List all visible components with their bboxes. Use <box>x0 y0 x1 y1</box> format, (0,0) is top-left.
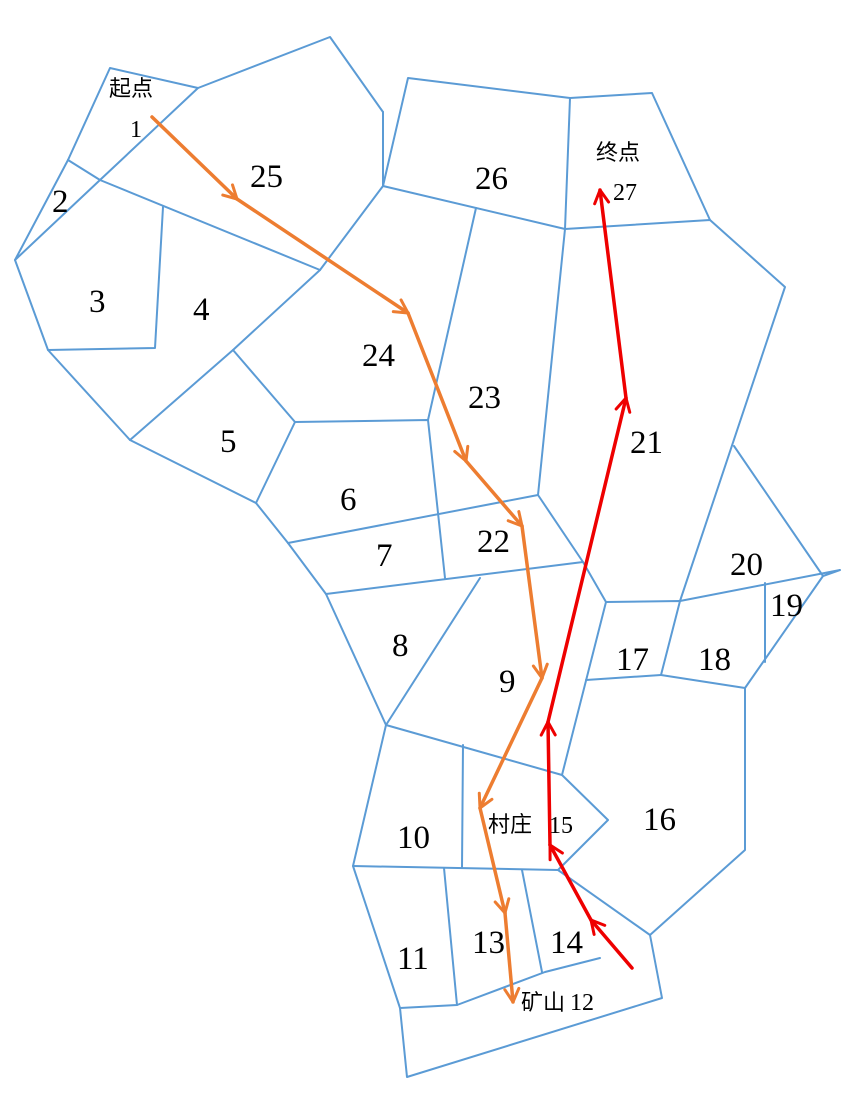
region-label-25: 25 <box>250 159 283 195</box>
region-label-17: 17 <box>616 642 649 678</box>
region-label-9: 9 <box>499 664 516 700</box>
region-label-12: 12 <box>570 990 594 1016</box>
region-label-22: 22 <box>477 524 510 560</box>
village-label: 村庄 <box>488 813 532 838</box>
region-label-26: 26 <box>475 161 508 197</box>
red-route-arrow <box>593 188 628 400</box>
region-label-18: 18 <box>698 642 731 678</box>
region-label-7: 7 <box>376 538 393 574</box>
region-label-24: 24 <box>362 338 395 374</box>
region-label-6: 6 <box>340 482 357 518</box>
boundary-line <box>557 601 609 871</box>
region-label-23: 23 <box>468 380 501 416</box>
region-label-11: 11 <box>397 941 429 977</box>
boundary-line <box>382 185 786 602</box>
orange-route-arrow <box>503 911 521 1004</box>
orange-route <box>150 115 549 1004</box>
boundary-line <box>14 179 101 261</box>
region-label-27: 27 <box>613 180 637 206</box>
orange-route-arrow <box>477 676 544 810</box>
red-route-arrow <box>548 843 593 922</box>
boundary-line <box>585 674 662 681</box>
boundary-line <box>352 865 559 871</box>
boundary-line <box>382 77 571 230</box>
end-label: 终点 <box>596 141 640 166</box>
start-label: 起点 <box>109 77 153 102</box>
boundary-line <box>14 159 164 351</box>
region-boundaries <box>14 36 841 1078</box>
mine-label: 矿山 <box>521 991 565 1016</box>
boundary-line <box>99 87 199 181</box>
map-labels: 起点 1 2 3 4 5 6 7 8 9 10 11 矿山 12 13 14 村… <box>52 77 803 1016</box>
region-label-10: 10 <box>397 820 430 856</box>
orange-route-arrow <box>406 311 470 463</box>
region-label-15: 15 <box>549 813 573 839</box>
region-label-1: 1 <box>130 117 142 143</box>
region-label-8: 8 <box>392 628 409 664</box>
orange-route-arrow <box>464 459 524 528</box>
boundary-line <box>399 867 458 1009</box>
orange-route-arrow <box>520 524 549 680</box>
boundary-line <box>385 577 481 726</box>
boundary-line <box>521 869 543 973</box>
boundary-line <box>649 687 746 936</box>
red-route-arrow <box>546 396 632 724</box>
region-label-16: 16 <box>643 802 676 838</box>
boundary-line <box>67 159 321 271</box>
orange-route-arrow <box>235 197 410 315</box>
orange-route-arrow <box>150 115 239 201</box>
region-label-13: 13 <box>472 925 505 961</box>
region-label-19: 19 <box>770 588 803 624</box>
red-route-arrow <box>539 720 557 847</box>
region-label-21: 21 <box>630 425 663 461</box>
boundary-line <box>537 228 566 496</box>
boundary-line <box>255 502 387 726</box>
boundary-line <box>232 185 384 351</box>
region-label-14: 14 <box>550 925 583 961</box>
boundary-line <box>129 419 446 579</box>
boundary-line <box>47 349 296 441</box>
region-label-20: 20 <box>730 547 763 583</box>
region-label-2: 2 <box>52 184 69 220</box>
boundary-line <box>385 724 563 776</box>
boundary-line <box>287 494 584 595</box>
region-label-4: 4 <box>193 292 210 328</box>
red-route-arrow <box>589 918 634 970</box>
boundary-line <box>679 569 841 602</box>
red-route <box>539 188 634 970</box>
boundary-line <box>461 744 464 869</box>
region-label-3: 3 <box>89 284 106 320</box>
region-label-5: 5 <box>220 424 237 460</box>
boundary-line <box>456 957 601 1006</box>
boundary-line <box>569 92 711 221</box>
orange-route-arrow <box>478 806 511 915</box>
boundary-line <box>352 724 663 1078</box>
